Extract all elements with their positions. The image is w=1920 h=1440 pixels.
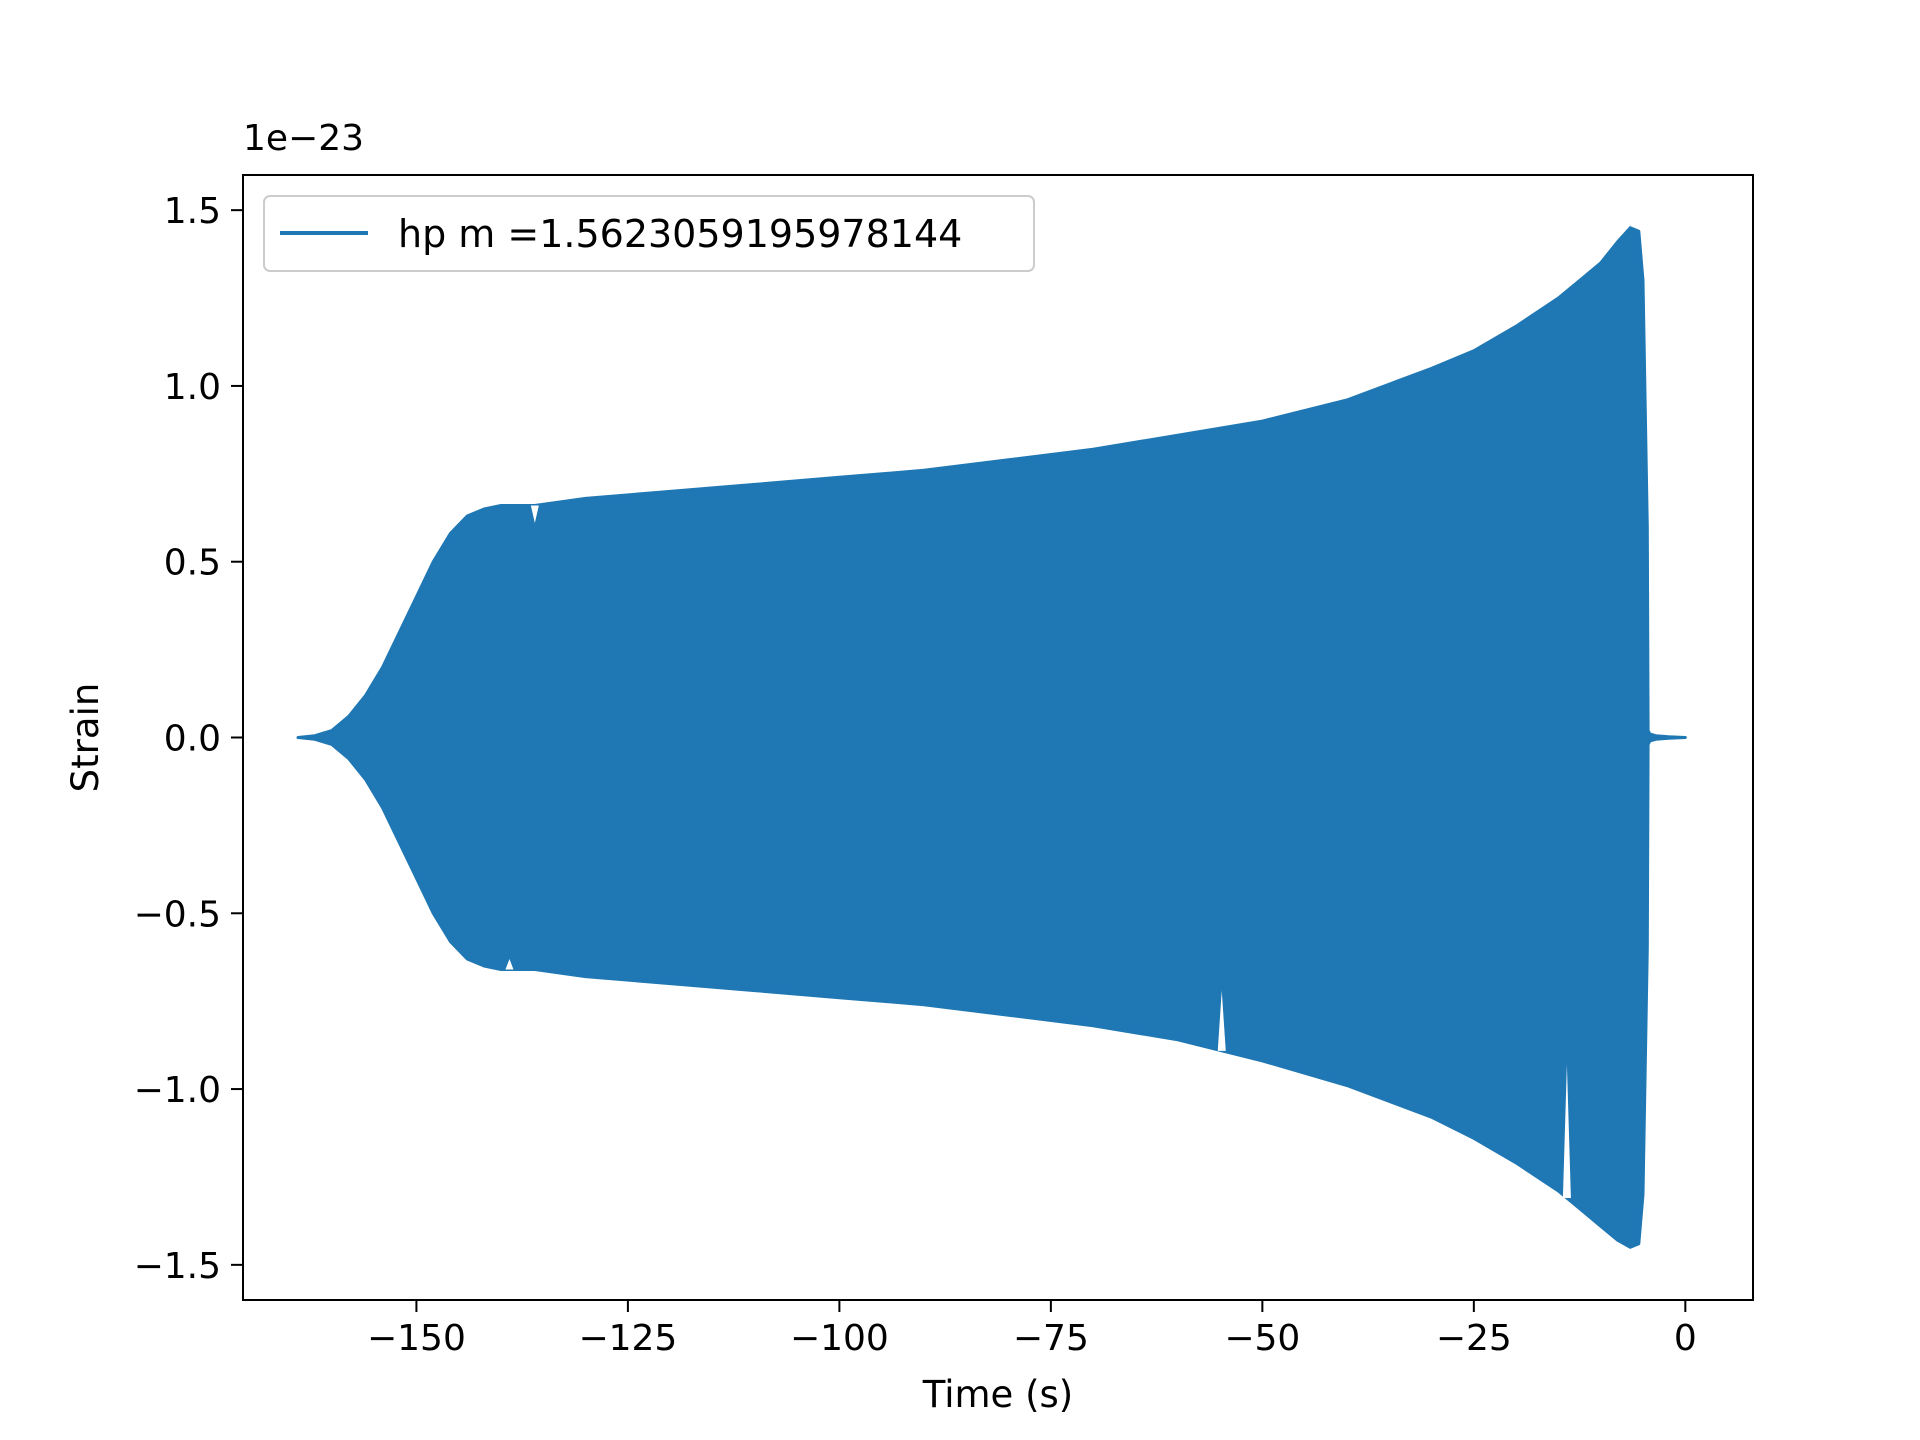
x-tick-label: −100 bbox=[790, 1318, 889, 1359]
envelope-notch bbox=[1217, 990, 1226, 1051]
series-hp-envelope bbox=[296, 226, 1687, 1249]
x-tick-label: −125 bbox=[578, 1318, 677, 1359]
y-tick-label: 0.0 bbox=[164, 719, 221, 760]
y-axis-label: Strain bbox=[64, 683, 107, 793]
y-tick-label: 0.5 bbox=[164, 543, 221, 584]
envelope-notch bbox=[1562, 1064, 1571, 1199]
y-offset-label: 1e−23 bbox=[243, 118, 364, 159]
x-tick-label: −25 bbox=[1436, 1318, 1512, 1359]
y-tick-label: −1.0 bbox=[134, 1070, 221, 1111]
y-axis: 1.5 1.0 0.5 0.0 −0.5 −1.0 −1.5 bbox=[134, 191, 243, 1287]
y-tick-label: 1.5 bbox=[164, 191, 221, 232]
legend-entry: hp m =1.5623059195978144 bbox=[398, 212, 962, 256]
x-tick-label: −50 bbox=[1224, 1318, 1300, 1359]
x-tick-label: 0 bbox=[1674, 1318, 1697, 1359]
y-tick-label: −1.5 bbox=[134, 1246, 221, 1287]
plot-area bbox=[296, 226, 1687, 1249]
envelope-notch bbox=[505, 958, 514, 970]
y-tick-label: −0.5 bbox=[134, 894, 221, 935]
legend: hp m =1.5623059195978144 bbox=[263, 195, 1035, 272]
x-axis: −150 −125 −100 −75 −50 −25 0 bbox=[367, 1300, 1697, 1359]
envelope-notch bbox=[530, 505, 539, 524]
x-tick-label: −75 bbox=[1013, 1318, 1089, 1359]
y-tick-label: 1.0 bbox=[164, 367, 221, 408]
x-tick-label: −150 bbox=[367, 1318, 466, 1359]
legend-box bbox=[263, 195, 1035, 272]
x-axis-label: Time (s) bbox=[922, 1373, 1073, 1416]
